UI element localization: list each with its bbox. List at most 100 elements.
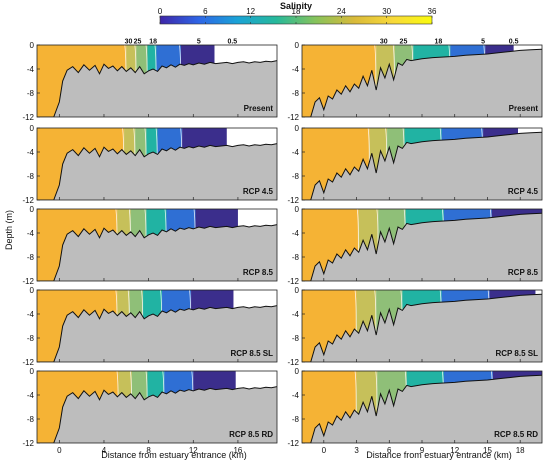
y-tick-label: -8: [27, 415, 35, 424]
y-tick-label: -8: [27, 253, 35, 262]
y-tick-label: -12: [287, 277, 299, 286]
panel-plot-area: [302, 371, 542, 443]
panel-plot-area: [302, 290, 542, 362]
seabed-line: [302, 293, 542, 362]
scenario-label: RCP 4.5: [508, 187, 539, 196]
scenario-label: RCP 8.5: [243, 268, 274, 277]
y-tick-label: -4: [292, 65, 300, 74]
panel-plot-area: [302, 45, 542, 117]
panel-plot-area: [302, 128, 542, 200]
y-tick-label: -12: [22, 196, 34, 205]
y-tick-label: -12: [22, 277, 34, 286]
contour-label: 5: [481, 39, 485, 46]
colorbar-tick-label: 30: [382, 7, 391, 16]
y-tick-label: -4: [292, 148, 300, 157]
y-tick-label: -8: [292, 172, 300, 181]
x-tick-label: 0: [322, 446, 327, 455]
y-tick-label: -4: [27, 229, 35, 238]
y-tick-label: 0: [30, 367, 35, 376]
x-tick-label: 16: [233, 446, 242, 455]
y-tick-label: 0: [30, 41, 35, 50]
panel-left-4: 0 -4 -8 -12 RCP 8.5 SL: [22, 286, 278, 367]
colorbar-tick-label: 0: [158, 7, 163, 16]
x-tick-label: 18: [516, 446, 525, 455]
panel-plot-area: [37, 290, 277, 362]
seabed-line: [37, 143, 277, 200]
seabed-line: [37, 60, 277, 117]
contour-label: 0.5: [509, 39, 519, 46]
seabed-fill: [37, 386, 277, 443]
colorbar-tick-label: 18: [292, 7, 301, 16]
scenario-label: RCP 8.5 SL: [495, 349, 538, 358]
y-tick-label: -4: [292, 229, 300, 238]
scenario-label: Present: [509, 104, 539, 113]
x-axis-label-right: Distance from estuary entrance (km): [366, 450, 512, 460]
colorbar-tick-label: 12: [246, 7, 255, 16]
y-axis-label: Depth (m): [4, 210, 14, 250]
y-tick-label: 0: [295, 286, 300, 295]
x-tick-label: 15: [483, 446, 492, 455]
panel-left-5: 0 -4 -8 -12 0 4 8 12 16 RCP 8.5 RD: [22, 367, 278, 455]
y-tick-label: -8: [27, 334, 35, 343]
seabed-fill: [302, 213, 542, 281]
x-axis-label-left: Distance from estuary entrance (km): [101, 450, 247, 460]
panel-plot-area: [37, 209, 277, 281]
colorbar-tick-label: 6: [203, 7, 208, 16]
y-tick-label: 0: [30, 124, 35, 133]
y-tick-label: -8: [27, 89, 35, 98]
y-tick-label: -12: [287, 196, 299, 205]
x-tick-label: 8: [146, 446, 151, 455]
seabed-line: [37, 305, 277, 362]
y-tick-label: -12: [22, 113, 34, 122]
contour-label: 25: [400, 39, 408, 46]
seabed-fill: [302, 49, 542, 117]
panel-right-2: 0 -4 -8 -12 RCP 4.5: [287, 124, 543, 205]
y-tick-label: 0: [30, 286, 35, 295]
seabed-line: [302, 212, 542, 281]
y-tick-label: -4: [27, 65, 35, 74]
scenario-label: RCP 4.5: [243, 187, 274, 196]
x-tick-label: 6: [387, 446, 392, 455]
contour-label: 25: [134, 39, 142, 46]
seabed-line: [302, 374, 542, 443]
seabed-fill: [302, 375, 542, 443]
salinity-colorbar: Salinity 0 6 12 18 24 30 36: [158, 1, 437, 25]
panel-right-1: 0 -4 -8 -12 Present 30 25 18 5 0.5: [287, 39, 543, 122]
panel-frame: [36, 44, 278, 118]
y-tick-label: -12: [287, 113, 299, 122]
panel-right-5: 0 -4 -8 -12 0 3 6 9 12 15 18 RCP 8.5 RD: [287, 367, 543, 455]
contour-label: 30: [125, 39, 133, 46]
panel-right-4: 0 -4 -8 -12 RCP 8.5 SL: [287, 286, 543, 367]
scenario-label: RCP 8.5 RD: [229, 430, 273, 439]
x-tick-label: 4: [102, 446, 107, 455]
seabed-line: [37, 386, 277, 443]
y-tick-label: -8: [292, 253, 300, 262]
seabed-fill: [37, 305, 277, 362]
panel-frame: [36, 127, 278, 201]
panel-frame: [36, 289, 278, 363]
panel-left-2: 0 -4 -8 -12 RCP 4.5: [22, 124, 278, 205]
y-tick-label: -8: [292, 334, 300, 343]
seabed-fill: [37, 224, 277, 281]
y-tick-label: 0: [295, 205, 300, 214]
seabed-line: [37, 224, 277, 281]
seabed-fill: [302, 294, 542, 362]
y-tick-label: 0: [295, 41, 300, 50]
panel-frame: [36, 370, 278, 444]
y-tick-label: -12: [287, 358, 299, 367]
seabed-fill: [37, 143, 277, 200]
seabed-line: [302, 131, 542, 200]
panel-plot-area: [37, 128, 277, 200]
y-tick-label: -12: [22, 439, 34, 448]
x-tick-label: 0: [57, 446, 62, 455]
scenario-label: Present: [244, 104, 274, 113]
y-tick-label: -8: [27, 172, 35, 181]
contour-label: 0.5: [227, 39, 237, 46]
seabed-fill: [37, 60, 277, 117]
y-tick-label: -8: [292, 89, 300, 98]
panel-right-3: 0 -4 -8 -12 RCP 8.5: [287, 205, 543, 286]
y-tick-label: -4: [27, 310, 35, 319]
contour-label: 5: [197, 39, 201, 46]
